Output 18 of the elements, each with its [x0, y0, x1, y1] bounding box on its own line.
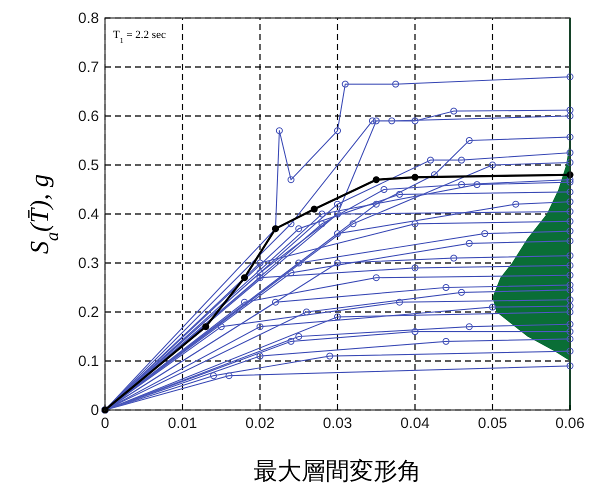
y-tick-label: 0.8	[78, 10, 99, 27]
x-tick-label: 0.04	[400, 415, 430, 432]
y-tick-label: 0.5	[78, 157, 99, 174]
x-tick-label: 0.05	[478, 415, 508, 432]
x-axis-title: 最大層間変形角	[254, 457, 422, 485]
x-tick-label: 0.01	[168, 415, 198, 432]
y-tick-label: 0.1	[78, 353, 99, 370]
annotation: T$_{1}$ = 2.2 sec	[113, 29, 166, 44]
y-tick-label: 0.2	[78, 304, 99, 321]
y-tick-label: 0.4	[78, 206, 99, 223]
y-tick-label: 0	[90, 402, 99, 419]
y-tick-label: 0.3	[78, 255, 99, 272]
x-tick-label: 0.02	[245, 415, 275, 432]
x-tick-label: 0	[100, 415, 110, 432]
y-tick-label: 0.7	[78, 59, 99, 76]
x-tick-label: 0.03	[322, 415, 352, 432]
y-tick-label: 0.6	[78, 108, 99, 125]
x-tick-label: 0.06	[555, 415, 585, 432]
